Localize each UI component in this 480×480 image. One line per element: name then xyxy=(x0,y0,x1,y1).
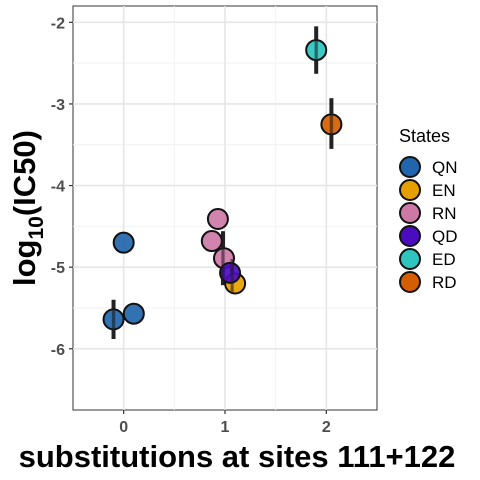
y-axis-title-main: log xyxy=(7,240,42,287)
legend-label-qn: QN xyxy=(432,158,458,177)
legend-label-rd: RD xyxy=(432,273,457,292)
y-axis-title-subscript: 10 xyxy=(25,216,48,239)
y-tick-label: -5 xyxy=(51,260,65,277)
data-point-rn xyxy=(206,208,229,231)
legend-title: States xyxy=(399,126,450,146)
grid-lines xyxy=(73,6,377,410)
data-point-qn xyxy=(112,231,135,254)
x-tick-label: 1 xyxy=(221,419,230,436)
legend-key-qd xyxy=(399,225,421,247)
legend-key-qn xyxy=(399,156,421,178)
x-tick-label: 0 xyxy=(119,419,128,436)
legend-label-en: EN xyxy=(432,181,456,200)
legend-key-rd xyxy=(399,271,421,293)
legend-key-rn xyxy=(399,202,421,224)
y-axis-title: log10(IC50) xyxy=(7,130,48,286)
legend: States QN EN RN QD ED RD xyxy=(399,126,458,293)
y-tick-label: -3 xyxy=(51,97,65,114)
legend-label-ed: ED xyxy=(432,250,456,269)
legend-key-en xyxy=(399,179,421,201)
data-points xyxy=(102,26,343,339)
y-tick-label: -2 xyxy=(51,15,65,32)
y-tick-label: -4 xyxy=(51,179,65,196)
data-point-qn xyxy=(122,302,145,325)
y-axis-ticks: -6 -5 -4 -3 -2 xyxy=(51,15,73,359)
legend-label-rn: RN xyxy=(432,204,457,223)
data-point-qd xyxy=(219,261,242,284)
legend-key-ed xyxy=(399,248,421,270)
x-axis-ticks: 0 1 2 xyxy=(119,410,331,436)
y-tick-label: -6 xyxy=(51,342,65,359)
y-axis-title-rest: (IC50) xyxy=(7,130,42,216)
legend-label-qd: QD xyxy=(432,227,458,246)
x-axis-title: substitutions at sites 111+122 xyxy=(19,439,456,474)
x-tick-label: 2 xyxy=(322,419,331,436)
data-point-rn xyxy=(200,230,223,253)
